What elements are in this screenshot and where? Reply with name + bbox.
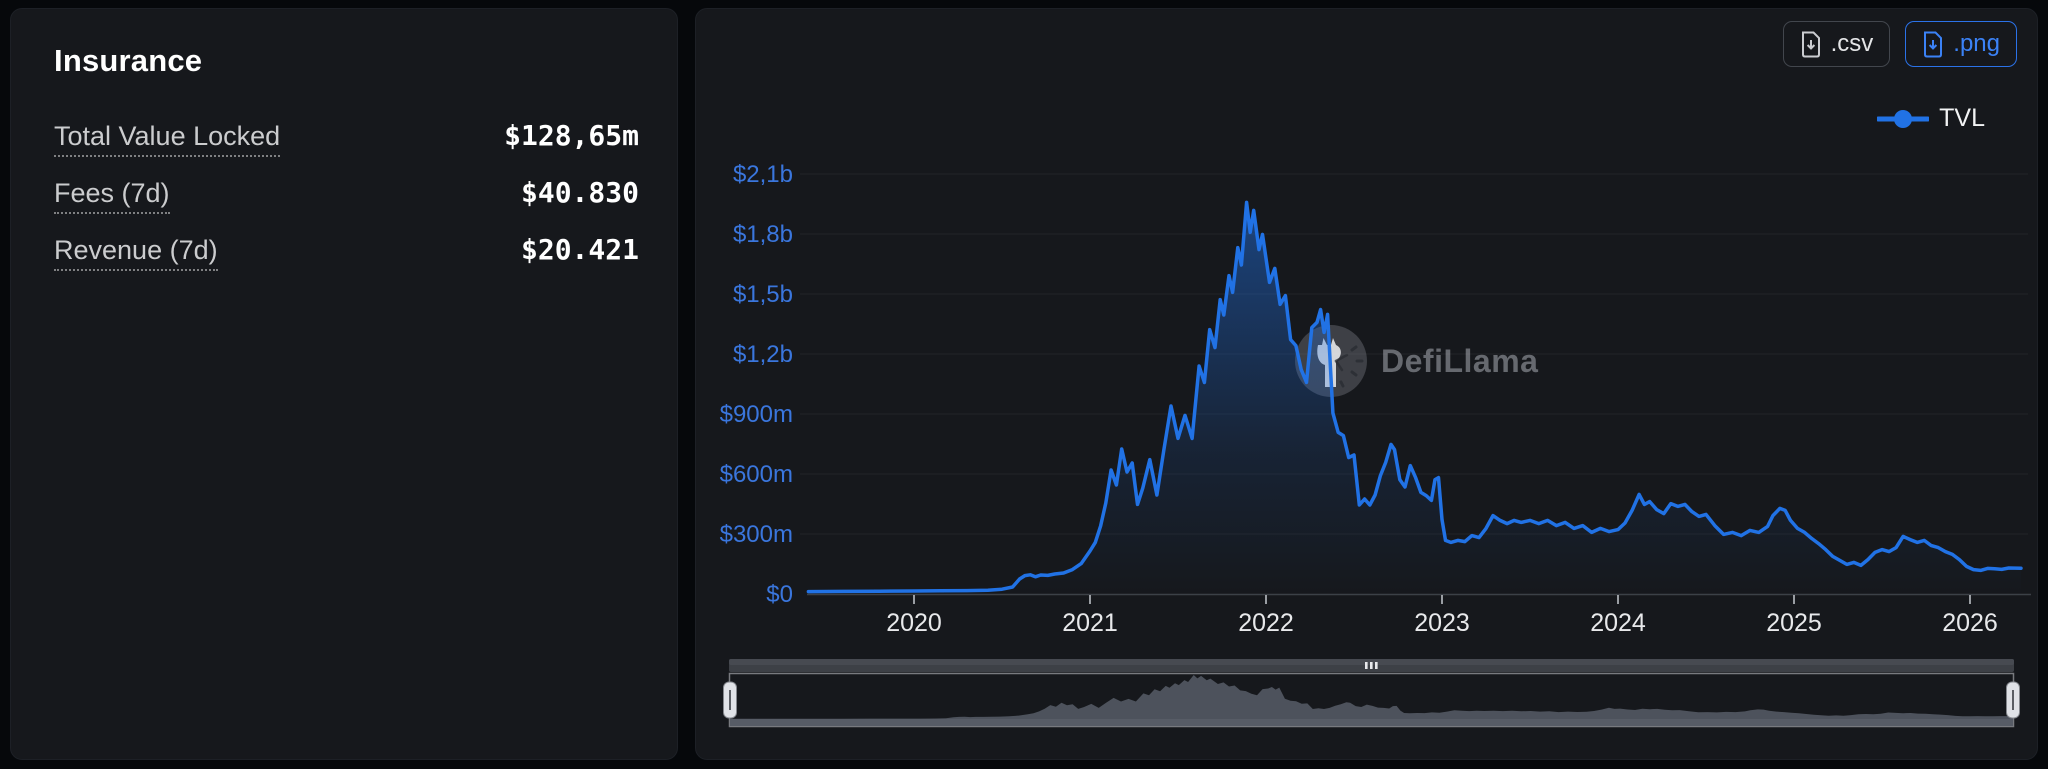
gridlines: [800, 173, 2028, 535]
datazoom-brush[interactable]: [723, 672, 2020, 728]
y-tick-label: $1,8b: [733, 221, 793, 248]
stat-label-total-value-locked[interactable]: Total Value Locked: [54, 121, 281, 157]
legend-line-marker-icon: [1877, 109, 1930, 128]
x-tick-label: 2020: [886, 609, 942, 637]
tvl-line[interactable]: [806, 200, 2023, 594]
stat-row-fees: Fees (7d) $40.830: [54, 176, 639, 214]
brush-baseline-strip: [730, 719, 2013, 726]
x-tick-label: 2024: [1590, 609, 1646, 637]
stat-value-revenue-7d: $20.421: [520, 233, 639, 266]
stat-row-tvl: Total Value Locked $128,65m: [54, 119, 639, 157]
download-csv-button[interactable]: .csv: [1782, 21, 1891, 67]
y-tick-label: $900m: [720, 401, 793, 428]
stat-value-total-value-locked: $128,65m: [504, 119, 639, 152]
category-stats-card: Insurance Total Value Locked $128,65m Fe…: [10, 8, 678, 760]
brush-handle-left[interactable]: [723, 681, 737, 719]
tvl-area-fill: [808, 202, 2021, 594]
x-tick-label: 2022: [1238, 609, 1294, 637]
x-tick-label: 2026: [1942, 609, 1998, 637]
csv-button-label: .csv: [1830, 30, 1874, 57]
scrollbar-grip-icon[interactable]: [1365, 662, 1378, 669]
y-tick-label: $1,5b: [733, 281, 793, 308]
zoom-scrollbar[interactable]: [729, 659, 2014, 672]
export-buttons: .csv .png: [1782, 21, 2017, 67]
y-tick-label: $600m: [720, 461, 793, 488]
stat-label-fees-7d[interactable]: Fees (7d): [54, 178, 170, 214]
stat-label-revenue-7d[interactable]: Revenue (7d): [54, 235, 218, 271]
x-axis-ticks: [913, 595, 1971, 604]
legend-label: TVL: [1939, 104, 1985, 132]
brush-handle-right[interactable]: [2006, 681, 2020, 719]
y-axis-labels: $2,1b $1,8b $1,5b $1,2b $900m $600m $300m $0: [720, 161, 793, 608]
png-button-label: .png: [1953, 30, 2000, 57]
x-tick-label: 2025: [1766, 609, 1822, 637]
stat-row-revenue: Revenue (7d) $20.421: [54, 233, 639, 271]
page-title: Insurance: [54, 43, 203, 78]
x-tick-label: 2023: [1414, 609, 1470, 637]
stats-list: Total Value Locked $128,65m Fees (7d) $4…: [54, 119, 639, 271]
stat-value-fees-7d: $40.830: [520, 176, 639, 209]
x-tick-label: 2021: [1062, 609, 1118, 637]
tvl-chart-card: .csv .png TVL: [695, 8, 2038, 760]
legend-item-tvl[interactable]: TVL: [1877, 104, 1985, 133]
y-tick-label: $2,1b: [733, 161, 793, 188]
file-download-icon: [1924, 31, 1943, 57]
y-tick-label: $0: [766, 581, 793, 608]
download-png-button[interactable]: .png: [1905, 21, 2017, 67]
watermark-label: DefiLlama: [1381, 342, 1539, 379]
tvl-area-chart[interactable]: $2,1b $1,8b $1,5b $1,2b $900m $600m $300m $0 20…: [696, 9, 2039, 761]
file-download-icon: [1801, 31, 1820, 57]
y-tick-label: $300m: [720, 521, 793, 548]
y-tick-label: $1,2b: [733, 341, 793, 368]
brush-data-shadow: [730, 675, 2013, 719]
x-axis-labels: 2020 2021 2022 2023 2024 2025 2026: [886, 609, 1998, 637]
